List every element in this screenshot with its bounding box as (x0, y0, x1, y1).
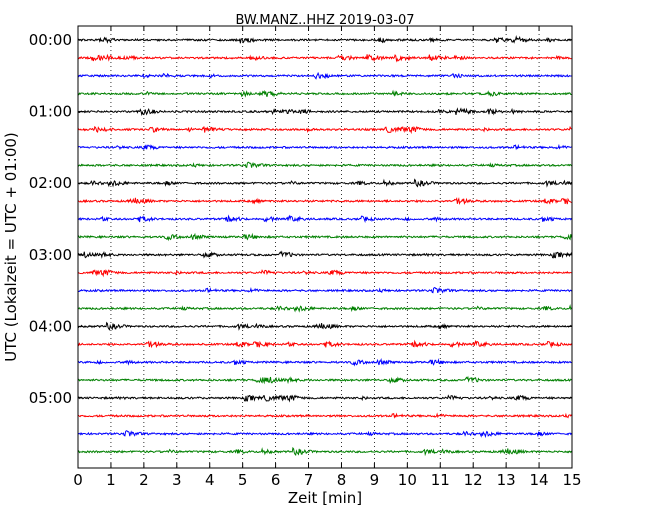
seismogram-trace (77, 214, 572, 224)
y-axis-ticks: 00:00 01:00 02:00 03:00 04:00 05:00 (29, 31, 572, 407)
y-axis-label: UTC (Lokalzeit = UTC + 01:00) (2, 132, 20, 362)
x-tick-label: 14 (530, 471, 549, 489)
trace-group (77, 34, 572, 457)
seismogram-trace (77, 446, 572, 457)
x-tick-label: 8 (337, 471, 347, 489)
y-tick-label: 00:00 (29, 31, 72, 49)
x-tick-label: 1 (106, 471, 116, 489)
seismogram-trace (77, 303, 572, 313)
y-tick-label: 02:00 (29, 174, 72, 192)
x-tick-label: 3 (172, 471, 182, 489)
x-tick-label: 12 (464, 471, 483, 489)
seismogram-trace (77, 89, 572, 98)
seismogram-trace (77, 107, 572, 117)
seismogram-trace (77, 269, 572, 278)
x-tick-label: 15 (562, 471, 581, 489)
x-tick-label: 0 (73, 471, 83, 489)
seismogram-trace (77, 125, 572, 135)
axes-frame (77, 25, 573, 469)
y-tick-label: 04:00 (29, 317, 72, 335)
y-tick-label: 05:00 (29, 389, 72, 407)
x-tick-label: 4 (205, 471, 215, 489)
seismogram-trace (77, 161, 572, 169)
chart-title: BW.MANZ..HHZ 2019-03-07 (235, 13, 414, 28)
x-tick-label: 6 (271, 471, 281, 489)
seismogram-trace (77, 71, 572, 80)
seismogram-trace (77, 321, 572, 331)
x-axis-ticks: 0 1 2 3 4 5 6 7 8 9 10 11 12 13 14 15 (73, 26, 582, 489)
vertical-gridlines (110, 26, 540, 468)
seismogram-trace (77, 34, 572, 44)
seismogram-trace (77, 178, 572, 188)
x-tick-label: 5 (238, 471, 248, 489)
x-tick-label: 2 (139, 471, 149, 489)
seismogram-trace (77, 143, 572, 151)
seismogram-trace (77, 339, 572, 349)
x-tick-label: 7 (304, 471, 314, 489)
seismogram-trace (77, 412, 572, 419)
seismogram-trace (77, 232, 572, 242)
x-axis-label: Zeit [min] (288, 489, 362, 507)
x-tick-label: 13 (497, 471, 516, 489)
seismogram-trace (77, 53, 572, 63)
x-tick-label: 10 (398, 471, 417, 489)
seismogram-trace (77, 358, 572, 367)
seismogram-trace (77, 375, 572, 385)
seismogram-trace (77, 197, 572, 206)
x-tick-label: 11 (431, 471, 450, 489)
x-tick-label: 9 (370, 471, 380, 489)
seismogram-trace (77, 394, 572, 403)
seismogram-trace (77, 287, 572, 294)
seismogram-trace (77, 430, 572, 439)
seismogram-trace (77, 250, 572, 259)
y-tick-label: 03:00 (29, 246, 72, 264)
y-tick-label: 01:00 (29, 103, 72, 121)
